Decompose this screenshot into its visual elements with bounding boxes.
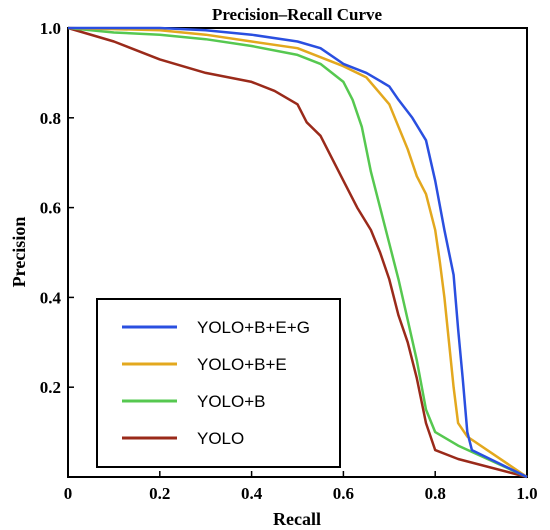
x-tick-label: 1.0 [516,484,537,503]
y-tick-label: 0.4 [40,288,62,307]
y-tick-label: 1.0 [40,19,61,38]
series-line-yolo-b [67,26,528,479]
y-tick-label: 0.6 [40,199,61,218]
y-tick-label: 0.2 [40,378,61,397]
axis-ticks: 0 0.2 0.4 0.6 0.8 1.0 0.2 0.4 0.6 0.8 1.0 [40,19,538,503]
y-tick-label: 0.8 [40,109,61,128]
x-tick-label: 0.8 [425,484,446,503]
chart-title: Precision–Recall Curve [212,5,383,24]
legend: YOLO+B+E+G YOLO+B+E YOLO+B YOLO [96,298,341,468]
legend-label: YOLO+B [197,392,266,411]
x-tick-label: 0.6 [333,484,354,503]
legend-label: YOLO+B+E [197,355,287,374]
series-line-yolo [67,26,528,479]
legend-label: YOLO [197,429,244,448]
series-line-yolo-b-e [67,26,528,479]
series-lines [67,26,528,479]
legend-label: YOLO+B+E+G [197,318,310,337]
x-tick-label: 0 [64,484,73,503]
series-line-yolo-b-e-g [68,26,528,479]
x-axis-label: Recall [273,509,321,529]
x-tick-label: 0.2 [149,484,170,503]
y-axis-label: Precision [9,217,29,288]
x-tick-label: 0.4 [241,484,263,503]
